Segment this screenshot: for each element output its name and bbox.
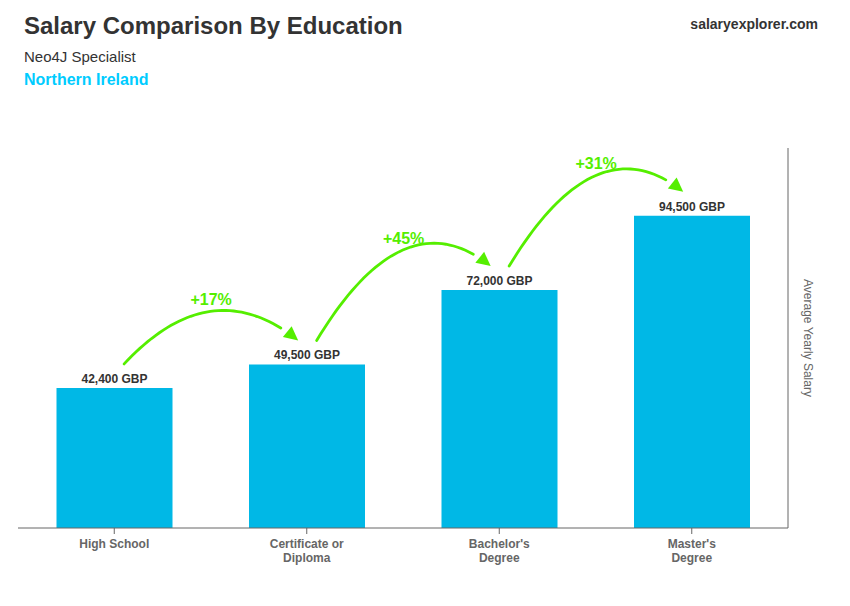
svg-text:High School: High School	[79, 537, 149, 551]
svg-text:Bachelor'sDegree: Bachelor'sDegree	[469, 537, 530, 565]
svg-text:72,000 GBP: 72,000 GBP	[466, 274, 532, 288]
html-text:Salary Comparison By Education: Salary Comparison By Education	[24, 12, 403, 39]
svg-text:+17%: +17%	[190, 291, 231, 308]
svg-text:+31%: +31%	[575, 155, 616, 172]
svg-text:+45%: +45%	[383, 230, 424, 247]
svg-text:Average Yearly Salary: Average Yearly Salary	[801, 279, 815, 397]
html-text:Neo4J Specialist: Neo4J Specialist	[24, 48, 136, 65]
svg-text:Certificate orDiploma: Certificate orDiploma	[270, 537, 344, 565]
svg-text:94,500 GBP: 94,500 GBP	[659, 200, 725, 214]
svg-text:Master'sDegree: Master'sDegree	[668, 537, 717, 565]
html-text:Northern Ireland: Northern Ireland	[24, 71, 149, 88]
html-text:salaryexplorer.com: salaryexplorer.com	[690, 16, 818, 32]
svg-text:49,500 GBP: 49,500 GBP	[274, 348, 340, 362]
svg-text:42,400 GBP: 42,400 GBP	[81, 372, 147, 386]
